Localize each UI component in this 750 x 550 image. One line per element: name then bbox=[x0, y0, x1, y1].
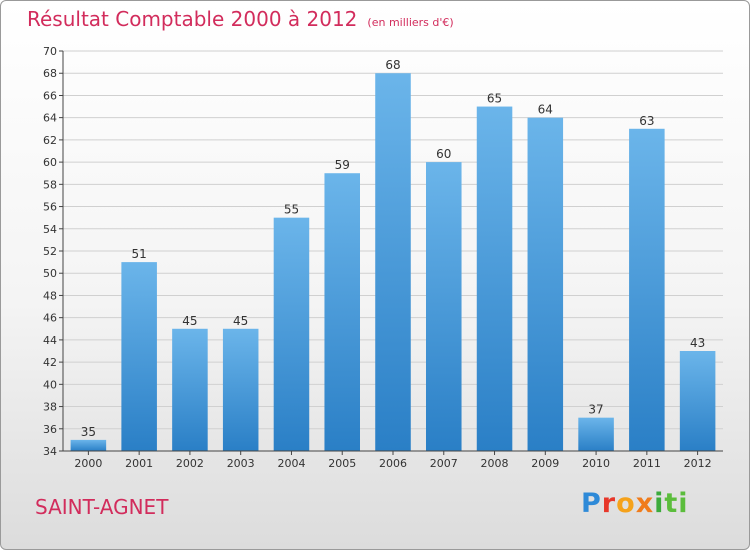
data-labels: 35 51 45 45 55 59 68 60 65 64 37 63 43 bbox=[81, 58, 706, 439]
x-tick-label: 2005 bbox=[328, 457, 356, 470]
x-axis-ticks: 2000 2001 2002 2003 2004 2005 2006 2007 2008 2009… bbox=[74, 451, 712, 470]
data-label: 45 bbox=[233, 314, 248, 328]
data-label: 51 bbox=[132, 247, 147, 261]
x-tick-label: 2000 bbox=[74, 457, 102, 470]
bar bbox=[426, 162, 462, 451]
bar bbox=[222, 328, 259, 451]
proxiti-logo: Proxiti bbox=[581, 488, 689, 519]
chart-subtitle: (en milliers d'€) bbox=[367, 16, 454, 29]
data-label: 43 bbox=[690, 336, 705, 350]
y-tick-label: 46 bbox=[43, 312, 57, 325]
chart-title: Résultat Comptable 2000 à 2012 (en millie… bbox=[27, 7, 454, 31]
data-label: 65 bbox=[487, 92, 502, 106]
bar bbox=[679, 351, 716, 451]
y-tick-label: 38 bbox=[43, 401, 57, 414]
bar bbox=[172, 328, 208, 451]
logo-letter: o bbox=[616, 488, 636, 519]
chart-title-main: Résultat Comptable 2000 à 2012 bbox=[27, 7, 358, 31]
logo-letter: P bbox=[581, 488, 602, 519]
y-tick-label: 52 bbox=[43, 245, 57, 258]
y-tick-label: 34 bbox=[43, 445, 57, 458]
data-label: 55 bbox=[284, 203, 299, 217]
axes bbox=[62, 51, 723, 452]
data-label: 68 bbox=[385, 58, 400, 72]
y-tick-label: 40 bbox=[43, 378, 57, 391]
x-tick-label: 2006 bbox=[379, 457, 407, 470]
y-tick-label: 66 bbox=[43, 89, 57, 102]
y-tick-label: 60 bbox=[43, 156, 57, 169]
y-tick-label: 42 bbox=[43, 356, 57, 369]
x-tick-label: 2012 bbox=[684, 457, 712, 470]
data-label: 60 bbox=[436, 147, 451, 161]
y-tick-label: 50 bbox=[43, 267, 57, 280]
x-tick-label: 2002 bbox=[176, 457, 204, 470]
data-label: 63 bbox=[639, 114, 654, 128]
y-tick-label: 68 bbox=[43, 67, 57, 80]
y-tick-label: 36 bbox=[43, 423, 57, 436]
y-axis-ticks: 34 36 38 40 42 44 46 48 50 52 54 56 58 60 62 64 66 68 70 bbox=[43, 45, 63, 458]
y-tick-label: 54 bbox=[43, 223, 57, 236]
y-tick-label: 58 bbox=[43, 178, 57, 191]
data-label: 45 bbox=[182, 314, 197, 328]
logo-letter: i bbox=[654, 488, 665, 519]
bar bbox=[70, 439, 107, 451]
bar bbox=[476, 106, 513, 452]
bar bbox=[527, 117, 564, 452]
x-tick-label: 2001 bbox=[125, 457, 153, 470]
y-tick-label: 48 bbox=[43, 289, 57, 302]
bar bbox=[578, 417, 614, 451]
data-label: 35 bbox=[81, 425, 96, 439]
logo-letter: x bbox=[635, 488, 655, 519]
x-tick-label: 2011 bbox=[633, 457, 661, 470]
data-label: 64 bbox=[538, 103, 553, 117]
y-tick-label: 56 bbox=[43, 201, 57, 214]
logo-letter: ti bbox=[664, 488, 689, 519]
bar bbox=[121, 262, 157, 451]
bar bbox=[273, 217, 310, 451]
data-label: 59 bbox=[335, 158, 350, 172]
y-tick-label: 62 bbox=[43, 134, 57, 147]
x-tick-label: 2008 bbox=[481, 457, 509, 470]
y-tick-label: 64 bbox=[43, 112, 57, 125]
bar bbox=[629, 128, 665, 451]
y-tick-label: 44 bbox=[43, 334, 57, 347]
x-tick-label: 2009 bbox=[531, 457, 559, 470]
x-tick-label: 2004 bbox=[277, 457, 305, 470]
bar bbox=[375, 73, 411, 451]
x-tick-label: 2003 bbox=[227, 457, 255, 470]
data-label: 37 bbox=[588, 403, 603, 417]
logo-letter: r bbox=[601, 488, 617, 519]
bars bbox=[70, 73, 716, 452]
bar bbox=[324, 173, 360, 451]
y-tick-label: 70 bbox=[43, 45, 57, 58]
x-tick-label: 2007 bbox=[430, 457, 458, 470]
x-tick-label: 2010 bbox=[582, 457, 610, 470]
commune-name: SAINT-AGNET bbox=[35, 495, 169, 519]
